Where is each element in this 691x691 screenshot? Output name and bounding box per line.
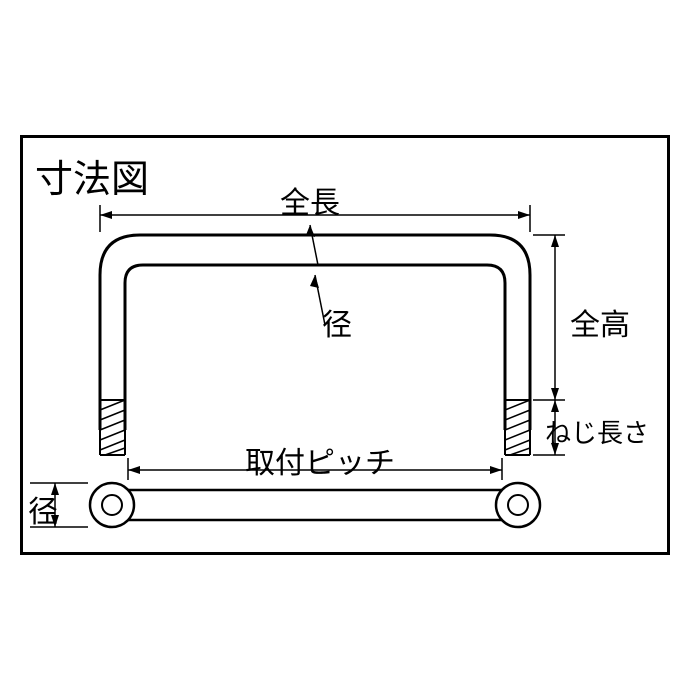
label-thread-length: ねじ長さ (545, 413, 649, 450)
handle-inner-outline (125, 265, 505, 430)
label-overall-length: 全長 (280, 178, 340, 222)
technical-drawing (0, 0, 691, 691)
label-diameter-left: 径 (28, 487, 58, 531)
diagram-container: 寸法図 (0, 0, 691, 691)
label-overall-height: 全高 (570, 300, 630, 344)
dim-overall-height (533, 235, 565, 400)
label-mounting-pitch: 取付ピッチ (245, 438, 395, 482)
label-diameter-top: 径 (322, 300, 352, 344)
thread-left (100, 400, 125, 455)
thread-right (505, 400, 530, 455)
bottom-view (90, 483, 540, 527)
